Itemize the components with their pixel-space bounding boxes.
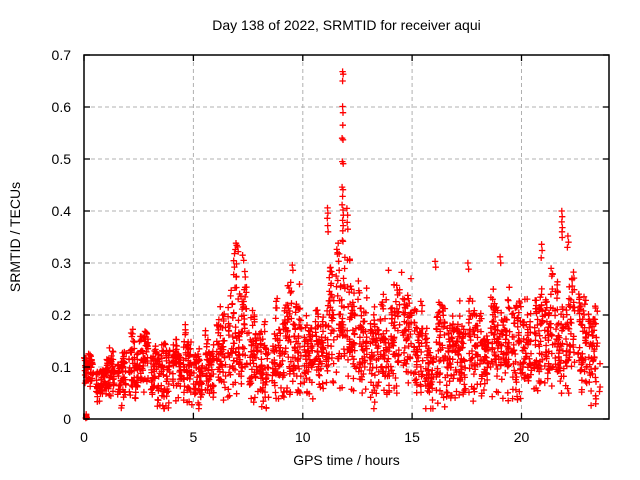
y-tick-label: 0.2	[52, 307, 72, 323]
y-tick-label: 0.4	[52, 203, 72, 219]
y-tick-label: 0.6	[52, 99, 72, 115]
y-tick-label: 0	[63, 411, 71, 427]
y-tick-label: 0.7	[52, 47, 72, 63]
y-tick-label: 0.1	[52, 359, 72, 375]
chart-title: Day 138 of 2022, SRMTID for receiver aqu…	[212, 17, 481, 33]
x-tick-label: 10	[295, 429, 311, 445]
x-tick-label: 5	[190, 429, 198, 445]
x-axis-label: GPS time / hours	[293, 452, 400, 468]
plot-border	[83, 54, 610, 420]
x-tick-label: 0	[80, 429, 88, 445]
x-tick-label: 20	[514, 429, 530, 445]
y-tick-label: 0.5	[52, 151, 72, 167]
scatter-points	[81, 68, 604, 422]
x-tick-label: 15	[404, 429, 420, 445]
y-tick-label: 0.3	[52, 255, 72, 271]
origin-point	[83, 413, 90, 420]
